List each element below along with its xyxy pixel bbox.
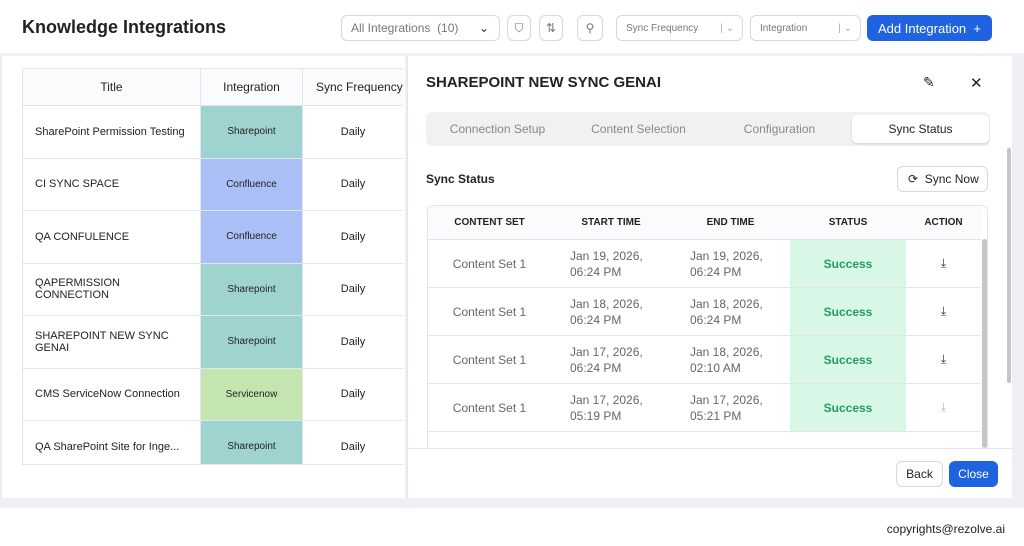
filter-count: (10) <box>437 21 459 35</box>
sync-frequency-select[interactable]: Sync Frequency | ⌄ <box>616 15 743 41</box>
sort-icon[interactable]: ⇅ <box>539 15 563 41</box>
sync-frequency: Daily <box>303 211 403 264</box>
download-icon[interactable]: ⤓ <box>906 336 981 384</box>
timestamp: Jan 18, 2026, 02:10 AM <box>671 336 790 384</box>
section-title: Sync Status <box>426 172 495 186</box>
filter-icon[interactable]: ⛉ <box>507 15 531 41</box>
integration-badge: Confluence <box>201 158 303 211</box>
button-label: Sync Now <box>924 172 979 186</box>
row-title[interactable]: CMS ServiceNow Connection <box>23 368 201 421</box>
column-header: STATUS <box>790 206 906 240</box>
close-icon[interactable]: ✕ <box>970 75 983 92</box>
sync-table: CONTENT SET START TIME END TIME STATUS ACTIO… <box>427 205 988 448</box>
status-badge: Success <box>790 240 906 288</box>
tab[interactable]: Connection Setup <box>449 122 546 136</box>
column-header: Title <box>23 69 201 106</box>
timestamp: Jan 17, 2026, 05:21 PM <box>671 384 790 432</box>
sync-frequency: Daily <box>303 158 403 211</box>
integration-badge: Sharepoint <box>201 316 303 369</box>
row-title[interactable]: CI SYNC SPACE <box>23 158 201 211</box>
back-button[interactable]: Back <box>896 461 943 487</box>
close-button[interactable]: Close <box>949 461 998 487</box>
status-badge: Success <box>790 288 906 336</box>
row-title[interactable]: QA SharePoint Site for Inge... <box>23 421 201 464</box>
divider <box>407 448 1012 449</box>
integrations-table: Title Integration Sync Frequency SharePoint… <box>22 68 403 465</box>
timestamp: Jan 17, 2026, 05:19 PM <box>551 384 671 432</box>
integration-badge: Sharepoint <box>201 263 303 316</box>
column-header: CONTENT SET <box>428 206 551 240</box>
select-label: Sync Frequency <box>626 22 699 34</box>
integration-badge: Servicenow <box>201 368 303 421</box>
sync-frequency: Daily <box>303 316 403 369</box>
copyright: copyrights@rezolve.ai <box>886 522 1005 536</box>
timestamp: Jan 17, 2026, 06:24 PM <box>551 336 671 384</box>
footer <box>0 508 1024 546</box>
page-title: Knowledge Integrations <box>22 17 227 37</box>
timestamp: Jan 18, 2026, 06:24 PM <box>671 288 790 336</box>
integration-badge: Confluence <box>201 211 303 264</box>
download-icon[interactable]: ⤓ <box>906 384 981 432</box>
sync-frequency: Daily <box>303 421 403 464</box>
tab[interactable]: Content Selection <box>591 122 686 136</box>
timestamp: Jan 19, 2026, 06:24 PM <box>551 240 671 288</box>
integration-badge: Sharepoint <box>201 421 303 464</box>
tab[interactable]: Sync Status <box>852 115 989 143</box>
sync-frequency: Daily <box>303 263 403 316</box>
column-header: ACTION <box>906 206 981 240</box>
sync-frequency: Daily <box>303 106 403 159</box>
content-set: Content Set 1 <box>428 336 551 384</box>
tab-bar: Connection Setup Content Selection Configu… <box>426 112 990 146</box>
select-label: Integration <box>760 22 808 34</box>
sync-frequency: Daily <box>303 368 403 421</box>
filter-label: All Integrations <box>351 21 431 35</box>
tab[interactable]: Configuration <box>743 122 816 136</box>
row-title[interactable]: QA CONFULENCE <box>23 211 201 264</box>
row-title[interactable]: QAPERMISSION CONNECTION <box>23 263 201 316</box>
column-header: Integration <box>201 69 303 106</box>
scrollbar <box>1007 148 1011 383</box>
timestamp: Jan 19, 2026, 06:24 PM <box>671 240 790 288</box>
column-header: START TIME <box>551 206 671 240</box>
button-label: Add Integration <box>877 20 967 36</box>
search-icon[interactable]: ⚲ <box>577 15 603 41</box>
edit-icon[interactable]: ✎ <box>923 74 935 90</box>
integration-select[interactable]: Integration | ⌄ <box>750 15 861 41</box>
content-set: Content Set 1 <box>428 384 551 432</box>
row-title[interactable]: SharePoint Permission Testing <box>23 106 201 159</box>
scrollbar <box>982 239 987 448</box>
integration-badge: Sharepoint <box>201 106 303 159</box>
panel-title: SHAREPOINT NEW SYNC GENAI <box>426 74 662 91</box>
download-icon[interactable]: ⤓ <box>906 288 981 336</box>
sync-now-button[interactable]: ⟳ Sync Now <box>897 166 988 192</box>
status-badge: Success <box>790 336 906 384</box>
content-set: Content Set 1 <box>428 240 551 288</box>
download-icon[interactable]: ⤓ <box>906 240 981 288</box>
status-badge: Success <box>790 384 906 432</box>
integration-filter[interactable]: All Integrations (10) ⌄ <box>341 15 500 41</box>
column-header: Sync Frequency <box>303 69 403 106</box>
add-integration-button[interactable]: Add Integration + <box>867 15 992 41</box>
content-set: Content Set 1 <box>428 288 551 336</box>
column-header: END TIME <box>671 206 790 240</box>
timestamp: Jan 18, 2026, 06:24 PM <box>551 288 671 336</box>
row-title[interactable]: SHAREPOINT NEW SYNC GENAI <box>23 316 201 369</box>
